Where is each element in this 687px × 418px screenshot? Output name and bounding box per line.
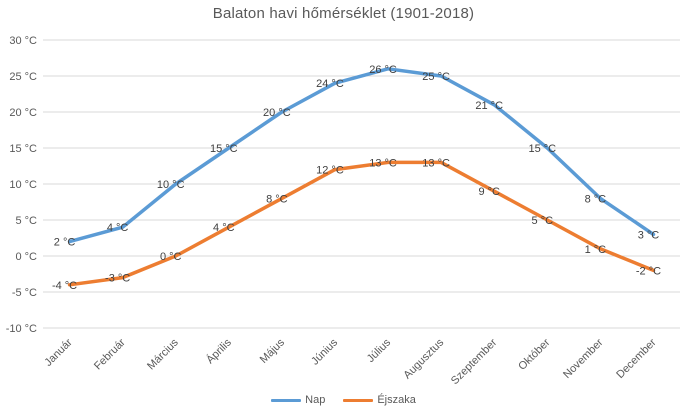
x-axis-category-label: Január: [42, 336, 75, 369]
y-axis-tick-label: -5 °C: [12, 287, 37, 299]
data-label: -3 °C: [105, 273, 130, 285]
legend-item-ejszaka[interactable]: Éjszaka: [343, 394, 416, 406]
legend-item-nap[interactable]: Nap: [271, 394, 325, 406]
x-axis-category-label: Június: [309, 336, 340, 367]
y-axis-tick-label: 20 °C: [9, 107, 37, 119]
x-axis-category-label: December: [614, 336, 659, 381]
ejszaka-line-swatch: [343, 398, 374, 402]
y-axis-tick-label: 5 °C: [15, 215, 37, 227]
data-label: -4 °C: [52, 280, 77, 292]
data-label: 12 °C: [316, 165, 344, 177]
x-axis-category-label: Szeptember: [449, 336, 500, 387]
chart-title: Balaton havi hőmérséklet (1901-2018): [212, 5, 475, 22]
y-axis-tick-label: 15 °C: [9, 143, 37, 155]
data-label: 15 °C: [210, 143, 238, 155]
data-label: 3 °C: [638, 229, 660, 241]
x-axis-category-label: Április: [204, 336, 235, 367]
data-label: 9 °C: [478, 186, 500, 198]
y-axis-tick-label: 10 °C: [9, 179, 37, 191]
data-label: 26 °C: [369, 64, 397, 76]
data-label: 21 °C: [475, 100, 503, 112]
data-label: 15 °C: [528, 143, 556, 155]
y-axis-tick-label: 0 °C: [15, 251, 37, 263]
legend-label-nap: Nap: [305, 394, 326, 406]
x-axis-category-label: Augusztus: [401, 336, 446, 381]
x-axis-category-label: Július: [365, 336, 394, 365]
x-axis-category-label: Október: [516, 336, 552, 372]
data-label: 13 °C: [369, 157, 397, 169]
data-label: 5 °C: [532, 215, 554, 227]
data-label: 10 °C: [157, 179, 185, 191]
series-line: [67, 67, 656, 244]
data-label: 2 °C: [54, 237, 76, 249]
y-axis-tick-label: -10 °C: [6, 323, 37, 335]
data-label: 4 °C: [107, 222, 129, 234]
nap-line-swatch: [271, 398, 302, 402]
legend-label-ejszaka: Éjszaka: [377, 394, 416, 406]
x-axis-category-label: Május: [258, 336, 288, 366]
series-line: [67, 160, 656, 287]
y-axis-tick-label: 30 °C: [9, 35, 37, 47]
data-label: 13 °C: [422, 157, 450, 169]
chart-legend: Nap Éjszaka: [0, 394, 687, 406]
data-label: 25 °C: [422, 71, 450, 83]
x-axis-category-label: Február: [92, 336, 128, 372]
x-axis-category-label: Március: [145, 336, 181, 372]
data-label: 20 °C: [263, 107, 291, 119]
data-label: 8 °C: [266, 193, 288, 205]
data-label: 4 °C: [213, 222, 235, 234]
x-axis-category-label: November: [561, 336, 606, 381]
data-label: 0 °C: [160, 251, 182, 263]
data-label: -2 °C: [636, 265, 661, 277]
data-label: 8 °C: [585, 193, 607, 205]
y-axis-tick-label: 25 °C: [9, 71, 37, 83]
data-label: 1 °C: [585, 244, 607, 256]
data-label: 24 °C: [316, 78, 344, 90]
